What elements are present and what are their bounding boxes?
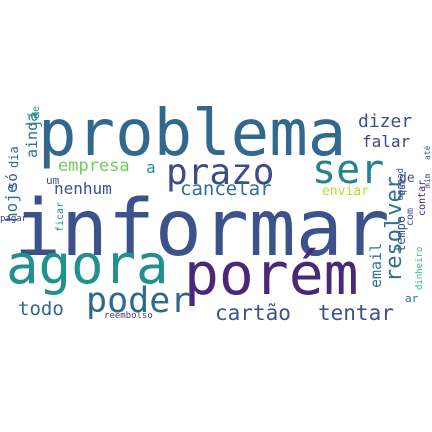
- word-ate: até: [423, 145, 432, 160]
- word-agora: agora: [6, 233, 169, 296]
- word-porem: porém: [184, 240, 359, 308]
- word-a: a: [146, 158, 156, 177]
- word-informar: informar: [14, 184, 390, 274]
- word-e: e: [31, 105, 42, 112]
- word-todo: todo: [18, 298, 64, 320]
- word-dinheiro: dinheiro: [415, 246, 425, 290]
- word-nenhum: nenhum: [54, 179, 112, 198]
- word-ja: já: [27, 111, 43, 128]
- word-mim: mim: [423, 173, 432, 188]
- word-de: de: [399, 171, 415, 186]
- word-email: email: [367, 242, 385, 288]
- word-um: um: [46, 174, 60, 187]
- word-ser: ser: [312, 147, 385, 193]
- word-reembolso: reembolso: [104, 311, 153, 321]
- word-ficar: ficar: [55, 201, 66, 232]
- word-dia: dia: [7, 146, 21, 168]
- word-empresa: empresa: [58, 156, 130, 176]
- word-falar: falar: [362, 132, 411, 151]
- word-prazo: prazo: [166, 152, 275, 193]
- word-so: só: [5, 173, 21, 190]
- word-dizer: dizer: [358, 111, 413, 132]
- word-com: com: [405, 207, 416, 226]
- word-poder: poder: [86, 281, 192, 321]
- word-ar: ar: [405, 292, 419, 305]
- word-cartao: cartão: [215, 301, 291, 325]
- word-pagar: pagar: [0, 214, 28, 224]
- word-problema: problema: [38, 97, 347, 171]
- word-cancelar: cancelar: [180, 178, 272, 200]
- word-que: que: [397, 177, 408, 196]
- word-enviar: enviar: [322, 184, 369, 199]
- word-tentar: tentar: [318, 301, 394, 325]
